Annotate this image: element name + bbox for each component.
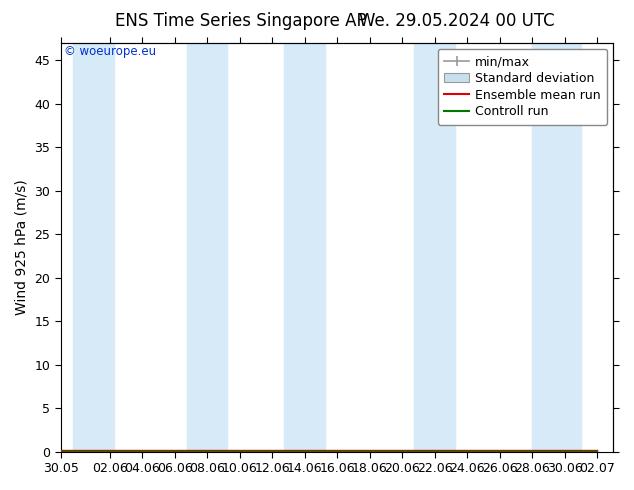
- Text: ENS Time Series Singapore AP: ENS Time Series Singapore AP: [115, 12, 366, 30]
- Bar: [532, 43, 581, 452]
- Legend: min/max, Standard deviation, Ensemble mean run, Controll run: min/max, Standard deviation, Ensemble me…: [438, 49, 607, 124]
- Text: We. 29.05.2024 00 UTC: We. 29.05.2024 00 UTC: [359, 12, 554, 30]
- Bar: [284, 43, 325, 452]
- Text: © woeurope.eu: © woeurope.eu: [63, 45, 156, 58]
- Bar: [73, 43, 113, 452]
- Y-axis label: Wind 925 hPa (m/s): Wind 925 hPa (m/s): [15, 179, 29, 315]
- Bar: [187, 43, 228, 452]
- Bar: [415, 43, 455, 452]
